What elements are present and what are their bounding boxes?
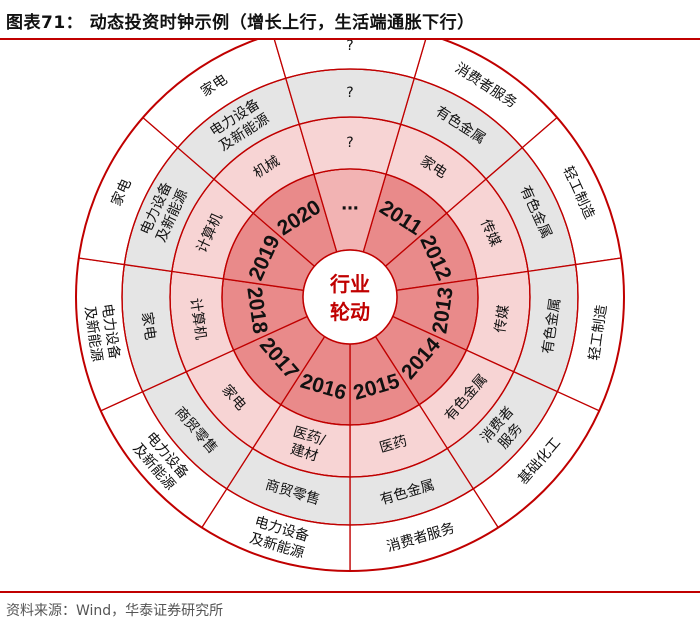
ring1-label-group: 医药 [378, 433, 409, 456]
ring1-industry-label: 计算机 [187, 297, 209, 341]
ring2-label-group: ? [346, 85, 353, 101]
ring3-label-group: 轻工制造 [587, 304, 611, 362]
footer-divider [0, 591, 700, 593]
ring1-label-group: 传媒 [493, 304, 513, 334]
source-note: 资料来源：Wind，华泰证券研究所 [6, 603, 224, 619]
industry-rotation-clock: 2011201220132014201520162017201820192020… [75, 40, 625, 572]
ring-border [121, 68, 579, 526]
ring1-industry-label: ? [346, 135, 353, 151]
figure-title: 图表71： 动态投资时钟示例（增长上行，生活端通胀下行） [6, 13, 475, 33]
ring1-industry-label: 医药 [378, 433, 409, 456]
center-label-line1: 行业 [329, 272, 370, 296]
year-label: ... [341, 192, 359, 215]
ring1-industry-label: 建材 [288, 442, 319, 465]
center-label-line2: 轮动 [330, 300, 370, 324]
ring3-industry-label: 轻工制造 [587, 304, 611, 362]
ring-border [221, 168, 479, 426]
ring3-industry-label: 及新能源 [81, 305, 105, 363]
ring1-label-group: ? [346, 135, 353, 151]
ring1-industry-label: 传媒 [493, 304, 513, 334]
center-disc [302, 249, 398, 345]
ring3-industry-label: ? [346, 40, 353, 54]
ring3-label-group: ? [346, 40, 353, 54]
ring1-label-group: 计算机 [187, 297, 209, 341]
ring2-label-group: 家电 [138, 311, 159, 341]
ring-border [169, 116, 531, 478]
ring2-industry-label: ? [346, 85, 353, 101]
ring2-industry-label: 家电 [138, 311, 159, 341]
inner_years-label-group: ... [341, 192, 359, 215]
ring-border [75, 40, 625, 572]
title-divider [0, 38, 700, 40]
ring1-label-group: 医药/建材 [288, 424, 327, 465]
